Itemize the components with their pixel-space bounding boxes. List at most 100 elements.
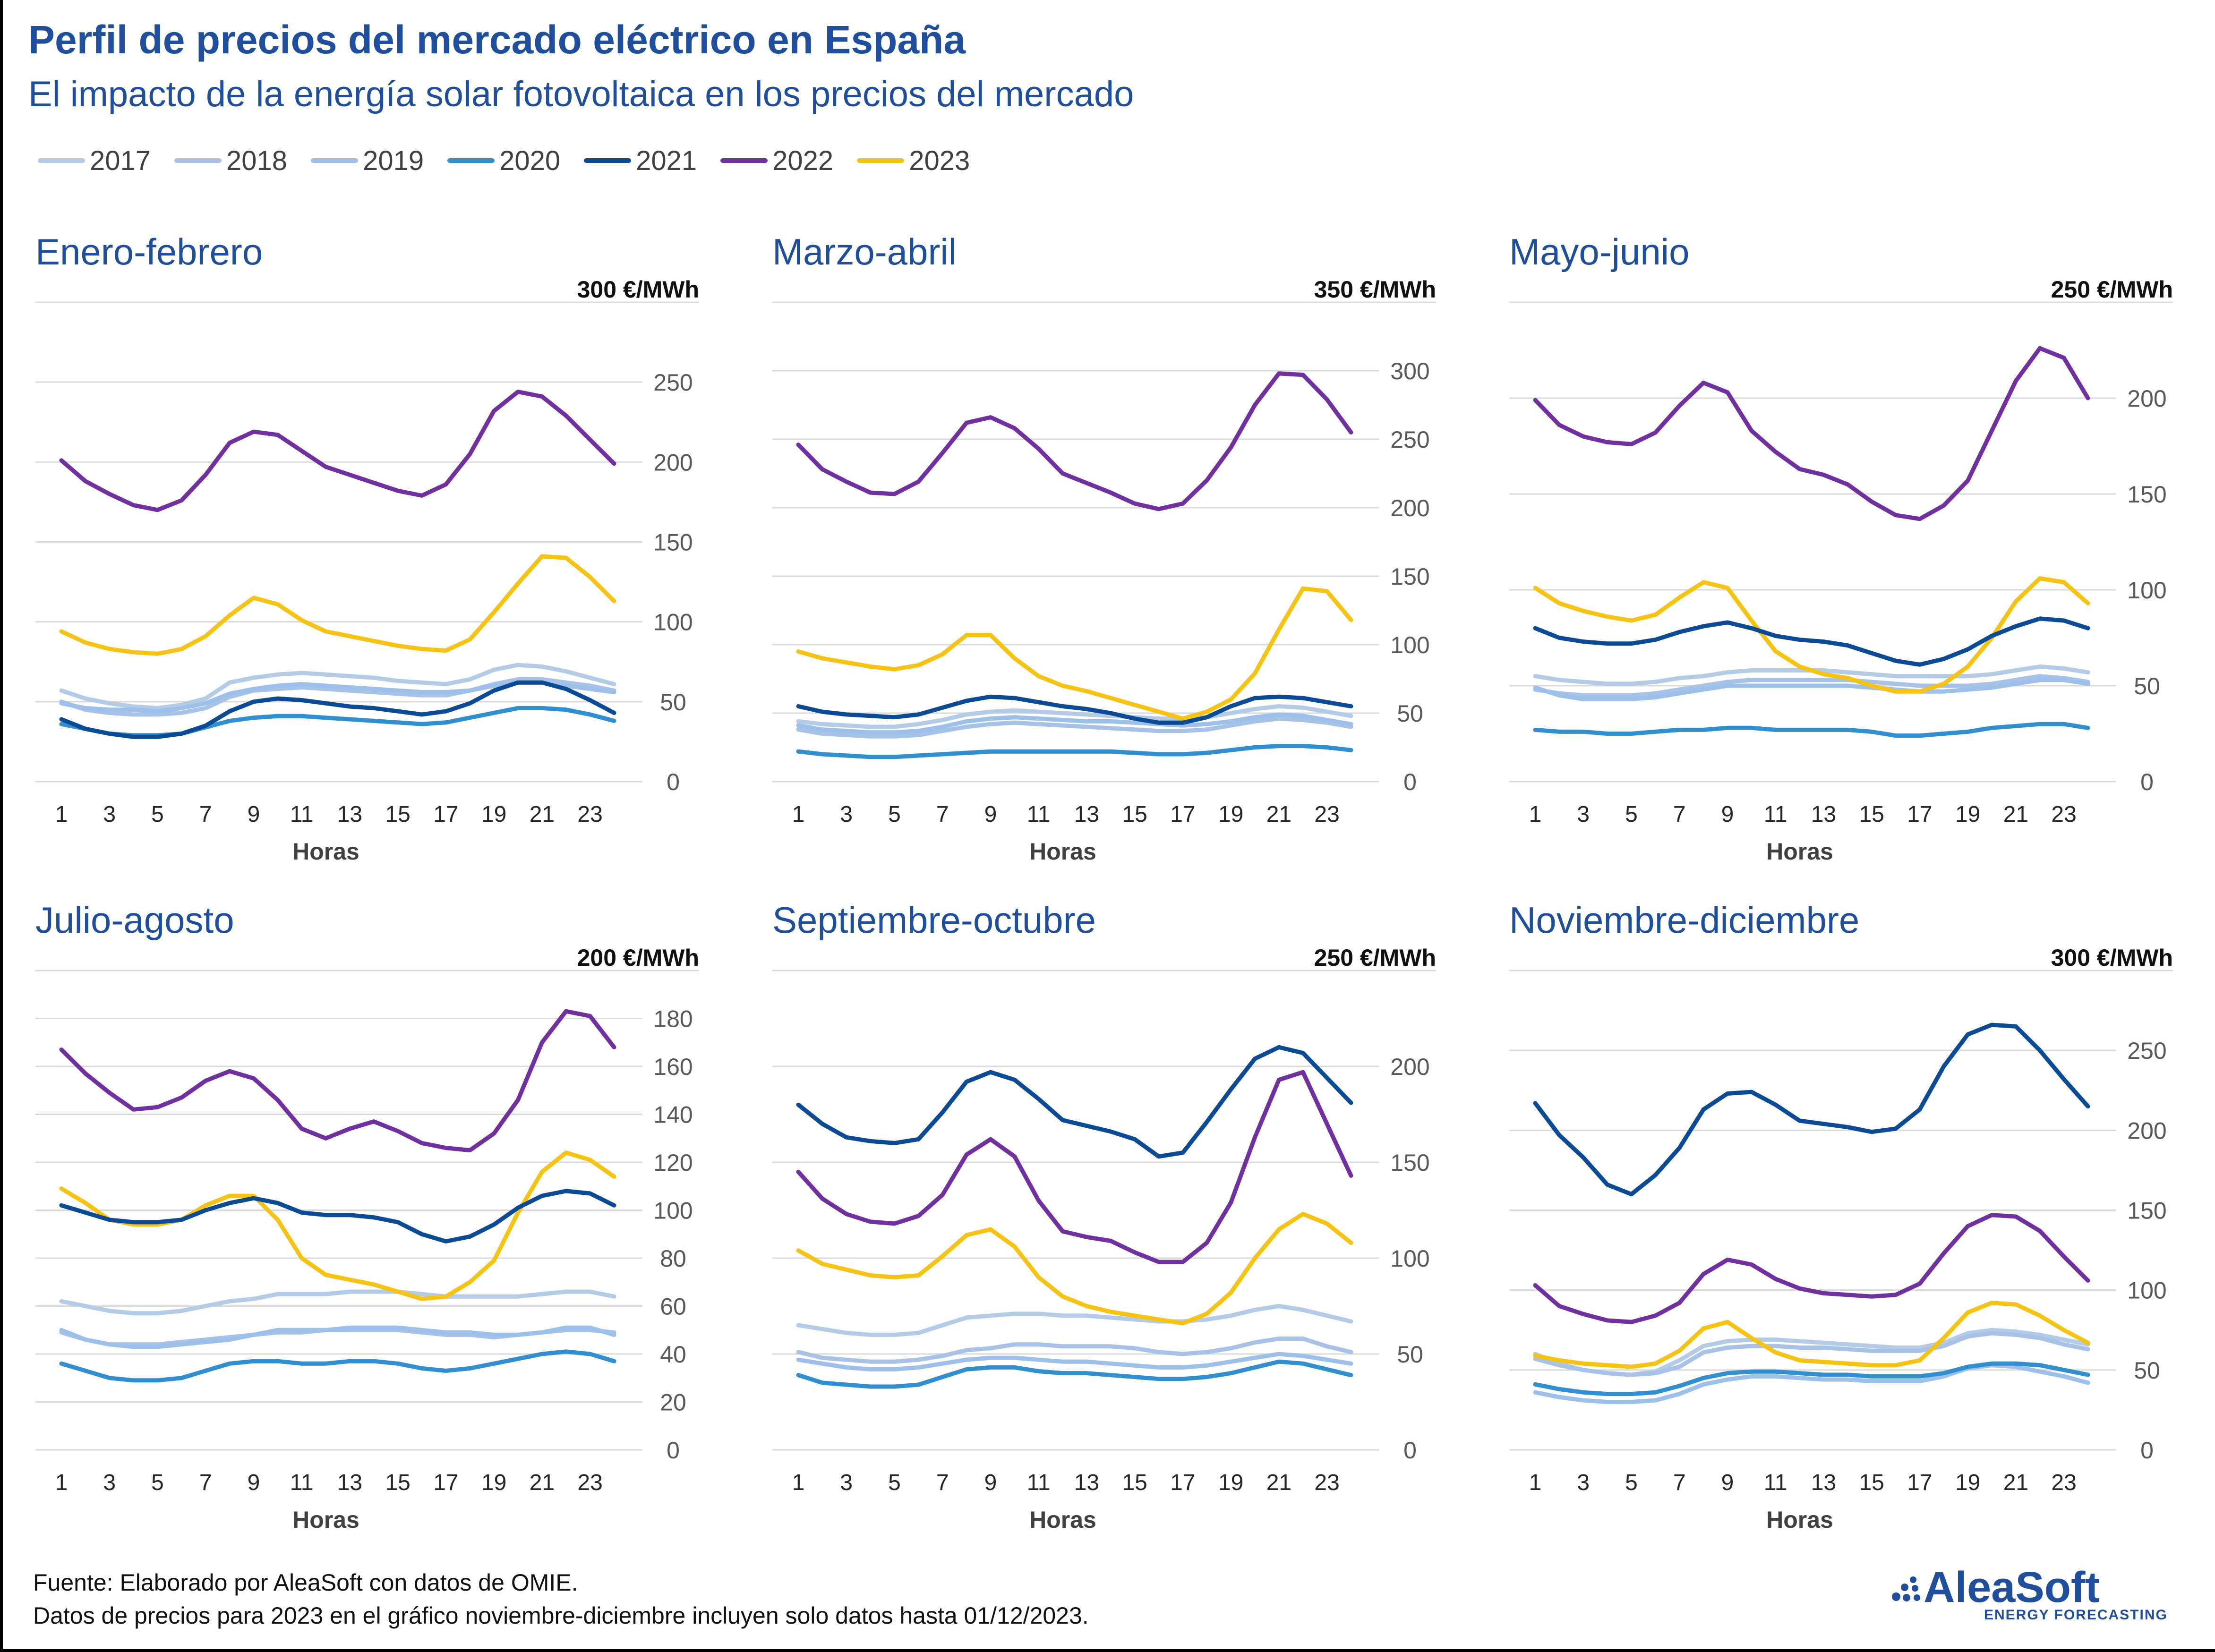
legend-label: 2020 bbox=[499, 145, 561, 176]
x-tick-label: 3 bbox=[840, 1470, 853, 1495]
x-tick-label: 11 bbox=[290, 802, 314, 827]
unit-label: 200 €/MWh bbox=[577, 945, 699, 971]
x-tick-label: 19 bbox=[1955, 1470, 1980, 1495]
y-tick-label: 200 bbox=[2127, 385, 2166, 412]
y-tick-label: 0 bbox=[2140, 769, 2154, 795]
x-tick-label: 7 bbox=[199, 802, 212, 827]
panel-4: Julio-agosto 200 €/MWh 0 20 40 60 80 100 120 140 1… bbox=[35, 899, 699, 1533]
x-tick-label: 9 bbox=[248, 1470, 260, 1495]
series-line-2023 bbox=[59, 554, 616, 656]
series-line-2017 bbox=[59, 663, 616, 710]
x-tick-label: 11 bbox=[1764, 1470, 1787, 1495]
unit-label: 250 €/MWh bbox=[2051, 276, 2173, 303]
unit-label: 300 €/MWh bbox=[2051, 945, 2173, 971]
series-line-2023 bbox=[59, 1150, 616, 1301]
panel-title: Septiembre-octubre bbox=[772, 899, 1096, 941]
panel-5: Septiembre-octubre 250 €/MWh 0 50 100 150 200 1… bbox=[772, 899, 1436, 1533]
y-tick-label: 50 bbox=[1397, 1341, 1423, 1368]
x-tick-label: 3 bbox=[103, 1470, 116, 1495]
x-tick-label: 17 bbox=[433, 1470, 458, 1495]
x-tick-label: 15 bbox=[1122, 802, 1147, 827]
y-tick-label: 50 bbox=[2134, 673, 2160, 699]
y-tick-label: 0 bbox=[667, 1437, 680, 1464]
y-tick-label: 200 bbox=[1390, 495, 1429, 521]
x-tick-label: 17 bbox=[433, 802, 458, 827]
y-tick-label: 150 bbox=[653, 529, 693, 556]
x-tick-label: 7 bbox=[1673, 802, 1686, 827]
panel-6: Noviembre-diciembre 300 €/MWh 0 50 100 150 200… bbox=[1509, 899, 2173, 1533]
x-tick-label: 3 bbox=[1577, 802, 1590, 827]
chart-subtitle: El impacto de la energía solar fotovolta… bbox=[28, 74, 1134, 114]
x-tick-label: 23 bbox=[577, 1470, 602, 1495]
x-tick-label: 7 bbox=[936, 1470, 949, 1495]
x-tick-label: 13 bbox=[1811, 802, 1836, 827]
y-tick-label: 60 bbox=[660, 1294, 686, 1320]
x-tick-label: 1 bbox=[1529, 802, 1542, 827]
series-line-2021 bbox=[1533, 1022, 2090, 1197]
x-tick-label: 13 bbox=[337, 1470, 362, 1495]
series-line-2020 bbox=[796, 744, 1353, 759]
y-tick-label: 80 bbox=[660, 1245, 686, 1272]
x-tick-label: 11 bbox=[1027, 802, 1051, 827]
x-tick-label: 1 bbox=[792, 802, 805, 827]
legend-item-2020: 2020 bbox=[447, 145, 560, 177]
series-line-2023 bbox=[1533, 1301, 2090, 1369]
series-line-2020 bbox=[59, 1349, 616, 1383]
y-tick-label: 100 bbox=[2127, 577, 2166, 604]
y-tick-label: 100 bbox=[1390, 632, 1429, 658]
panel-title: Julio-agosto bbox=[35, 899, 234, 941]
y-tick-label: 0 bbox=[1403, 769, 1417, 795]
x-tick-label: 23 bbox=[1314, 1470, 1339, 1495]
x-tick-label: 5 bbox=[151, 1470, 164, 1495]
legend-item-2023: 2023 bbox=[857, 145, 970, 177]
legend-swatch bbox=[38, 158, 85, 163]
panel-title: Noviembre-diciembre bbox=[1509, 899, 1859, 941]
x-tick-label: 17 bbox=[1907, 1470, 1932, 1495]
legend-item-2018: 2018 bbox=[174, 145, 287, 177]
series-line-2021 bbox=[59, 680, 616, 739]
x-tick-label: 23 bbox=[2051, 802, 2076, 827]
series-line-2022 bbox=[1533, 346, 2090, 521]
series-line-2017 bbox=[796, 1304, 1353, 1337]
legend-item-2017: 2017 bbox=[38, 145, 151, 177]
legend-label: 2023 bbox=[909, 145, 970, 176]
panel-title: Marzo-abril bbox=[772, 231, 957, 272]
legend-label: 2017 bbox=[90, 145, 151, 176]
y-tick-label: 50 bbox=[660, 689, 686, 715]
series-line-2021 bbox=[59, 1189, 616, 1243]
y-tick-label: 200 bbox=[1390, 1054, 1429, 1080]
series-line-2018 bbox=[59, 677, 616, 717]
x-tick-label: 1 bbox=[55, 1470, 68, 1495]
x-tick-label: 9 bbox=[1721, 802, 1734, 827]
x-axis-label: Horas bbox=[292, 838, 359, 865]
x-tick-label: 3 bbox=[1577, 1470, 1590, 1495]
legend-item-2019: 2019 bbox=[311, 145, 424, 177]
x-tick-label: 11 bbox=[1764, 802, 1787, 827]
x-axis-label: Horas bbox=[1766, 838, 1833, 865]
y-tick-label: 50 bbox=[1397, 700, 1423, 727]
y-tick-label: 200 bbox=[653, 449, 693, 476]
x-tick-label: 19 bbox=[1955, 802, 1980, 827]
x-axis-label: Horas bbox=[292, 1507, 359, 1533]
series-line-2019 bbox=[1533, 1363, 2090, 1404]
y-tick-label: 140 bbox=[653, 1102, 693, 1128]
y-tick-label: 0 bbox=[667, 769, 680, 795]
logo-name: AleaSoft bbox=[1924, 1563, 2100, 1611]
x-tick-label: 19 bbox=[481, 1470, 506, 1495]
x-tick-label: 1 bbox=[1529, 1470, 1542, 1495]
y-tick-label: 20 bbox=[660, 1389, 686, 1416]
x-tick-label: 13 bbox=[1074, 1470, 1099, 1495]
x-tick-label: 7 bbox=[936, 802, 949, 827]
y-tick-label: 160 bbox=[653, 1054, 693, 1080]
series-line-2019 bbox=[796, 1352, 1353, 1371]
series-line-2019 bbox=[1533, 678, 2090, 701]
x-tick-label: 17 bbox=[1170, 802, 1195, 827]
series-line-2019 bbox=[796, 712, 1353, 735]
legend-swatch bbox=[174, 158, 222, 163]
series-line-2022 bbox=[59, 390, 616, 512]
series-line-2023 bbox=[796, 1212, 1353, 1326]
x-axis-label: Horas bbox=[1029, 838, 1096, 865]
y-tick-label: 250 bbox=[653, 369, 693, 396]
series-line-2020 bbox=[1533, 1361, 2090, 1397]
